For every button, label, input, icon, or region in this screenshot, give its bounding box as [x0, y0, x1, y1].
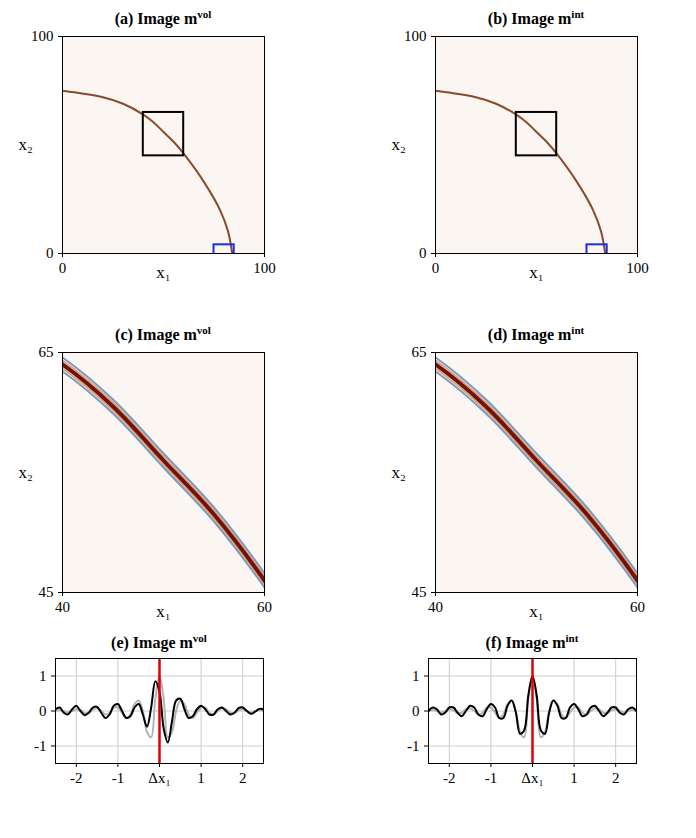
html-text:(b) Image mint: (b) Image mint — [487, 8, 585, 28]
svg-text:45: 45 — [39, 584, 54, 600]
svg-text:100: 100 — [253, 260, 276, 276]
svg-text:2: 2 — [239, 770, 247, 786]
svg-text:-1: -1 — [34, 738, 47, 754]
svg-text:-2: -2 — [70, 770, 83, 786]
svg-text:x₂: x₂ — [19, 135, 33, 154]
svg-text:1: 1 — [197, 770, 205, 786]
html-text:(a) Image mvol: (a) Image mvol — [114, 8, 212, 28]
html-text:(f) Image mint: (f) Image mint — [485, 632, 579, 652]
svg-text:1: 1 — [412, 668, 420, 684]
html-text:(e) Image mvol: (e) Image mvol — [111, 632, 207, 652]
html-text:(d) Image mint: (d) Image mint — [487, 324, 585, 344]
svg-text:65: 65 — [39, 344, 54, 360]
svg-text:Δx₁: Δx₁ — [148, 770, 170, 786]
svg-text:x₂: x₂ — [392, 463, 406, 482]
svg-text:x₁: x₁ — [156, 263, 170, 282]
svg-text:0: 0 — [59, 260, 67, 276]
svg-text:x₁: x₁ — [156, 602, 170, 621]
svg-text:60: 60 — [257, 599, 272, 615]
svg-text:-1: -1 — [407, 738, 420, 754]
svg-text:0: 0 — [39, 703, 47, 719]
html-text:(c) Image mvol: (c) Image mvol — [115, 324, 211, 344]
svg-text:40: 40 — [55, 599, 70, 615]
svg-text:-2: -2 — [443, 770, 456, 786]
svg-text:1: 1 — [570, 770, 578, 786]
svg-text:-1: -1 — [112, 770, 125, 786]
svg-text:100: 100 — [404, 28, 427, 44]
svg-text:x₁: x₁ — [529, 602, 543, 621]
svg-text:60: 60 — [630, 599, 645, 615]
svg-text:x₂: x₂ — [392, 135, 406, 154]
svg-text:0: 0 — [46, 245, 54, 261]
svg-text:x₁: x₁ — [529, 263, 543, 282]
svg-text:-1: -1 — [485, 770, 498, 786]
svg-text:0: 0 — [432, 260, 440, 276]
svg-text:100: 100 — [31, 28, 54, 44]
svg-text:1: 1 — [39, 668, 47, 684]
svg-text:Δx₁: Δx₁ — [521, 770, 543, 786]
svg-text:2: 2 — [612, 770, 620, 786]
svg-text:x₂: x₂ — [19, 463, 33, 482]
svg-text:0: 0 — [412, 703, 420, 719]
svg-text:0: 0 — [419, 245, 427, 261]
svg-text:45: 45 — [412, 584, 427, 600]
svg-text:100: 100 — [626, 260, 649, 276]
svg-text:40: 40 — [428, 599, 443, 615]
svg-text:65: 65 — [412, 344, 427, 360]
